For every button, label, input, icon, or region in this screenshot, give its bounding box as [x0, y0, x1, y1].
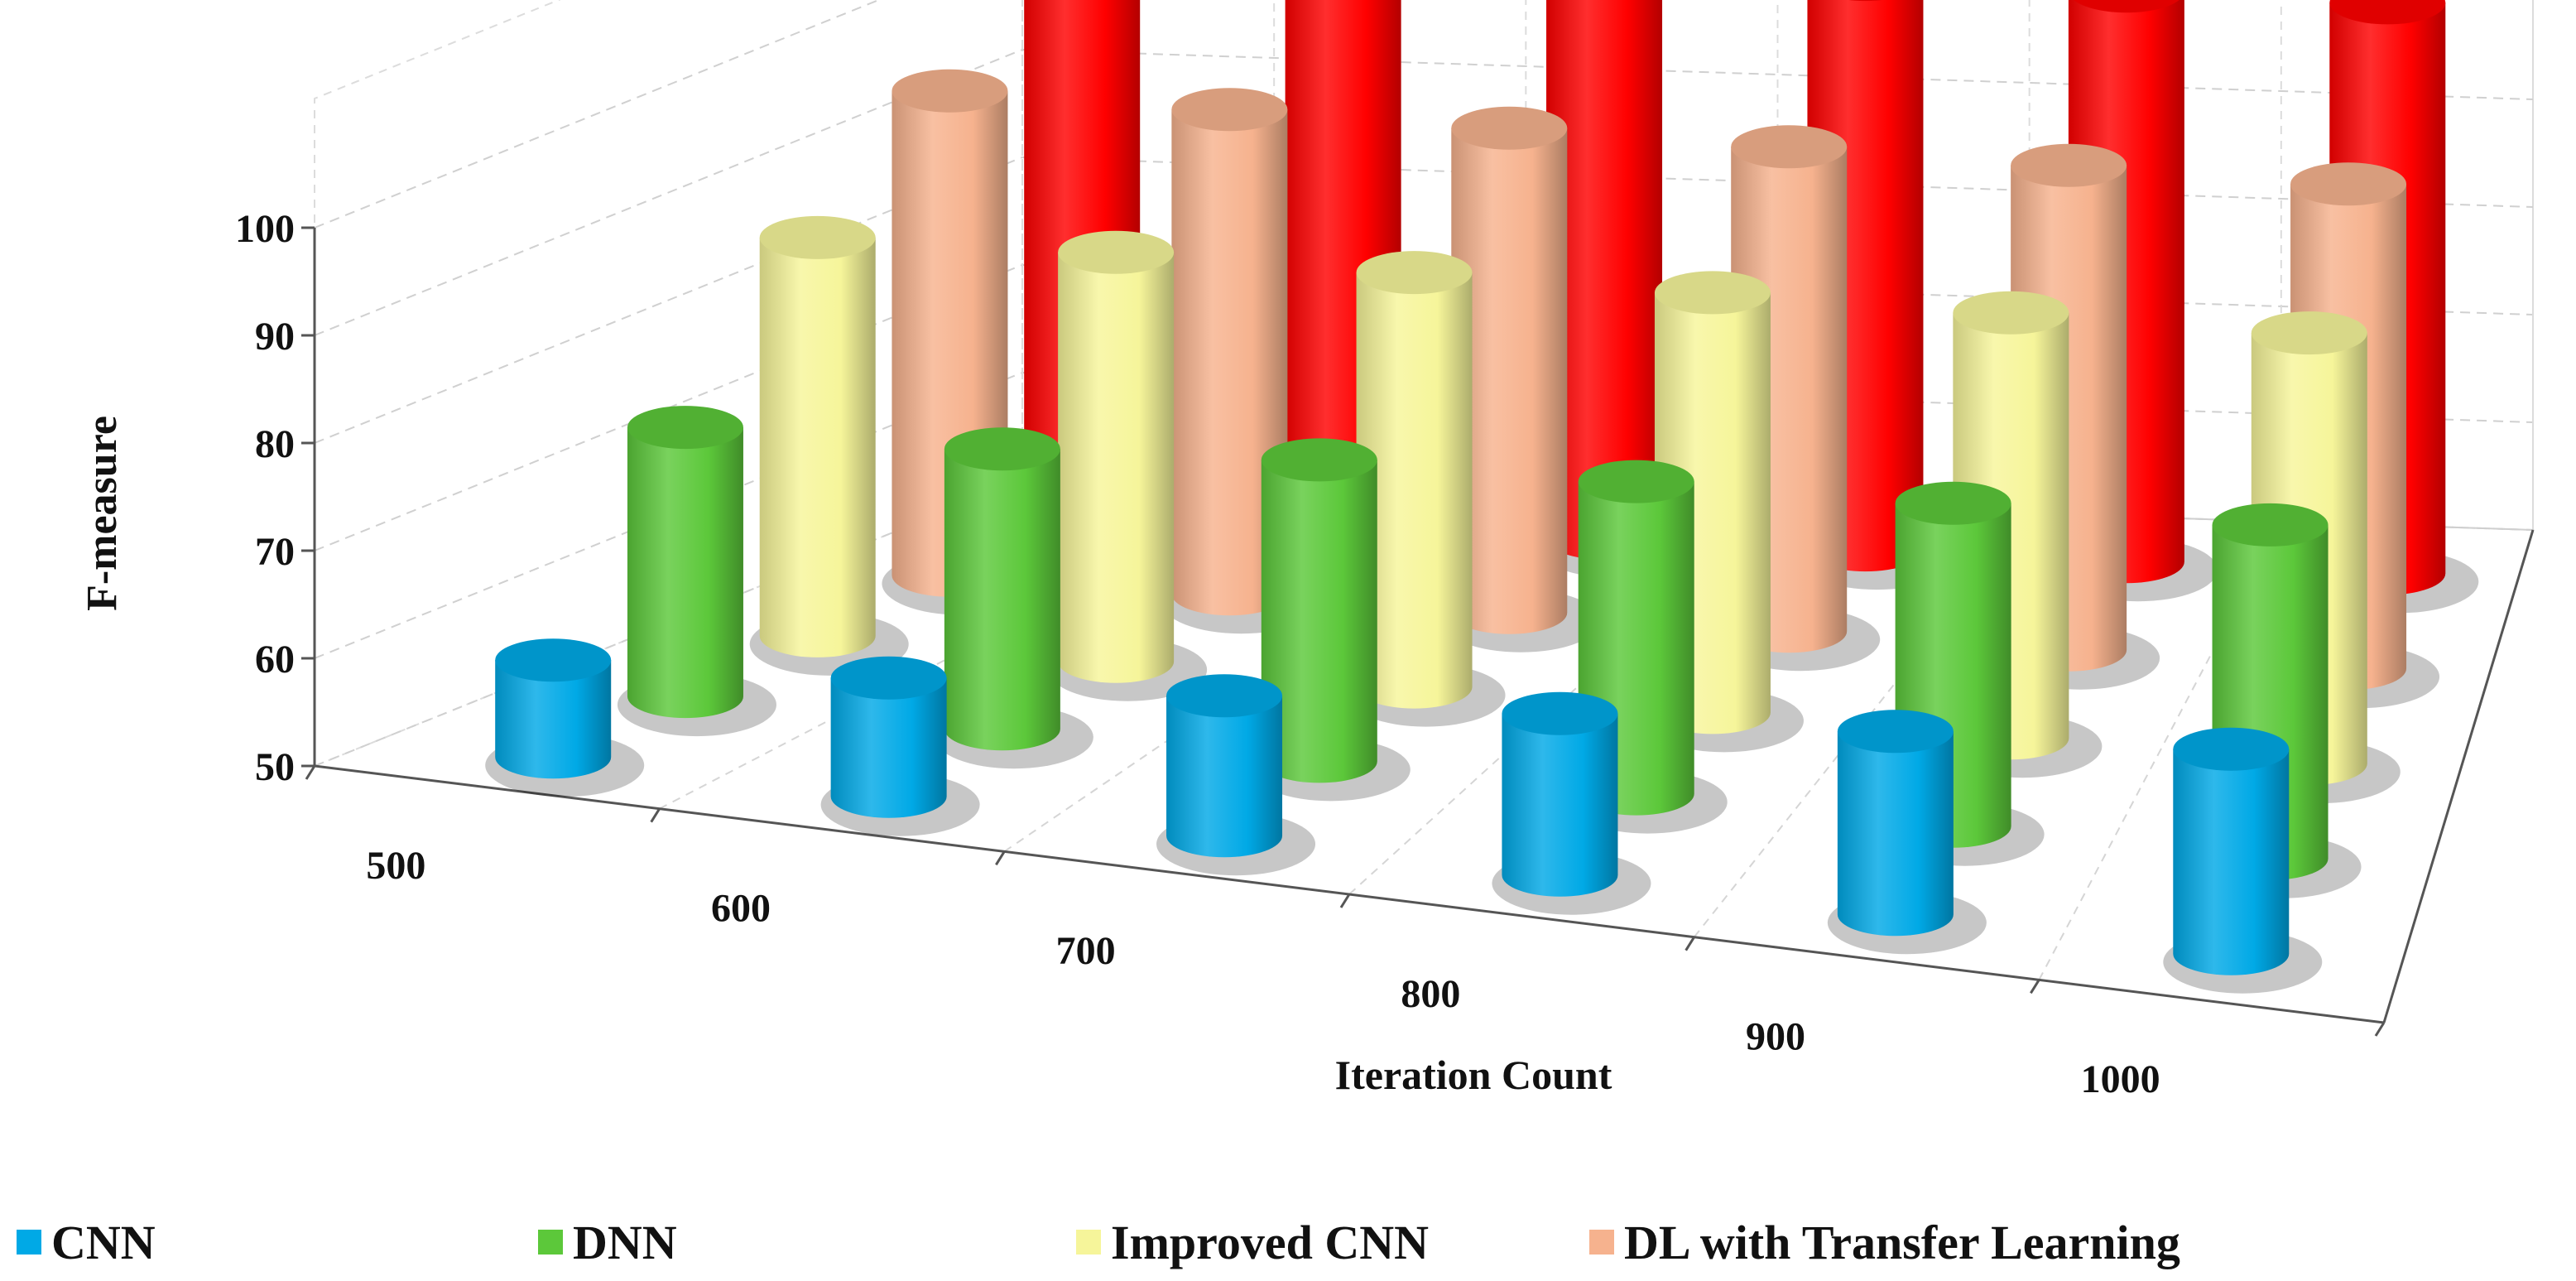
bar-top: [2251, 311, 2367, 355]
bar-body: [944, 449, 1060, 751]
bar-body: [830, 677, 947, 818]
legend-label: DNN: [573, 1215, 677, 1269]
bar-top: [759, 215, 876, 259]
bar-top: [892, 69, 1008, 113]
legend-label: DL with Transfer Learning: [1624, 1215, 2180, 1269]
chart-axes: [301, 226, 2535, 1037]
bar-top: [2011, 143, 2127, 187]
x-tick: [305, 765, 316, 780]
legend-label: CNN: [51, 1215, 156, 1269]
legend-label: Improved CNN: [1111, 1215, 1429, 1269]
depth-axis-line: [2382, 529, 2535, 1023]
bar-dnn-600: [934, 427, 1093, 769]
legend-swatch: [1589, 1230, 1614, 1255]
x-tick-label: 1000: [2081, 1057, 2160, 1101]
bar-body: [759, 237, 876, 657]
bar-body: [1356, 272, 1473, 709]
gridline: [314, 48, 2534, 336]
x-tick-label: 500: [366, 844, 425, 888]
y-axis-title: F-measure: [79, 416, 126, 611]
bar-cnn-900: [1827, 710, 1987, 955]
bar-cnn-800: [1492, 691, 1651, 915]
bar-body: [1451, 128, 1568, 634]
bar-top: [1166, 674, 1283, 718]
x-tick-label: 900: [1746, 1015, 1805, 1059]
bar-body: [1171, 109, 1288, 616]
bar-top: [1895, 481, 2011, 525]
legend-item-dnn: DNN: [538, 1205, 677, 1279]
y-tick-label: 70: [255, 530, 295, 574]
bar-top: [1171, 88, 1288, 132]
bar-top: [1578, 460, 1694, 503]
legend-swatch: [538, 1230, 563, 1255]
bar-top: [1731, 125, 1848, 169]
bar-cnn-700: [1156, 674, 1316, 876]
bar-body: [1837, 731, 1954, 937]
chart-labels: 50 60 70 80 90 100 500 600 700 800 900 1000 F-measur…: [79, 207, 2160, 1101]
bar-top: [1261, 438, 1377, 482]
x-tick: [995, 850, 1006, 866]
bar-top: [1502, 691, 1618, 735]
bar-top: [2074, 0, 2180, 13]
y-tick-label: 80: [255, 422, 295, 466]
x-tick: [1684, 936, 1695, 951]
bar-body: [2173, 749, 2290, 975]
x-tick-label: 800: [1401, 972, 1460, 1016]
gridline: [314, 156, 2534, 444]
bar-top: [1058, 230, 1175, 274]
bar-cnn-500: [485, 638, 645, 797]
bar-top: [2329, 0, 2446, 25]
bar-body: [627, 427, 743, 719]
bar-body: [1261, 460, 1377, 783]
bar-top: [830, 656, 947, 700]
legend-item-cnn: CNN: [17, 1205, 156, 1279]
bar-top: [944, 427, 1060, 471]
bar-body: [1546, 0, 1663, 560]
bar-dnn-500: [617, 406, 776, 737]
bar-improved-cnn-700: [1346, 251, 1506, 727]
chart-bars: [485, 0, 2479, 994]
legend-swatch: [17, 1230, 41, 1255]
legend-item-improved-cnn: Improved CNN: [1076, 1205, 1429, 1279]
y-tick-label: 90: [255, 315, 295, 359]
bar-dl-with-transfer-learning-700: [1441, 106, 1601, 653]
bar-improved-cnn-500: [749, 215, 909, 676]
gridline: [314, 0, 882, 229]
y-tick-label: 50: [255, 745, 295, 789]
bar-cnn-600: [820, 656, 980, 836]
chart-legend: CNN DNN Improved CNN DL with Transfer Learn…: [0, 1205, 2576, 1279]
bar-top: [1837, 710, 1954, 754]
bar-body: [1166, 696, 1283, 858]
bar-top: [1953, 291, 2069, 335]
bar-top: [2173, 727, 2290, 771]
x-tick: [1339, 893, 1351, 908]
bar-top: [2290, 162, 2407, 206]
bar-dnn-700: [1251, 438, 1411, 802]
bar-top: [1848, 0, 1882, 2]
bar-top: [2212, 503, 2328, 547]
bar-body: [495, 660, 612, 779]
bar-body: [1058, 252, 1175, 683]
bar-top: [1654, 271, 1771, 315]
x-tick: [2374, 1022, 2386, 1037]
bar-top: [495, 638, 612, 682]
y-tick-label: 60: [255, 638, 295, 681]
chart: 50 60 70 80 90 100 500 600 700 800 900 1000 F-measur…: [79, 0, 2535, 1101]
bar-top: [1356, 251, 1473, 295]
bar-cnn-1000: [2163, 727, 2323, 994]
floor-divider: [2038, 521, 2282, 980]
legend-item-dl-with-transfer-learning: DL with Transfer Learning: [1589, 1205, 2180, 1279]
bar-top: [1451, 106, 1568, 150]
x-tick: [2030, 979, 2040, 994]
x-tick-label: 700: [1056, 929, 1116, 973]
x-tick-label: 600: [711, 887, 771, 931]
legend-swatch: [1076, 1230, 1101, 1255]
bar-body: [1502, 713, 1618, 897]
x-tick: [650, 807, 661, 823]
x-axis-title: Iteration Count: [1335, 1052, 1612, 1098]
y-tick-label: 100: [235, 207, 295, 251]
bar-top: [627, 406, 743, 450]
bar-improved-cnn-600: [1048, 230, 1208, 701]
